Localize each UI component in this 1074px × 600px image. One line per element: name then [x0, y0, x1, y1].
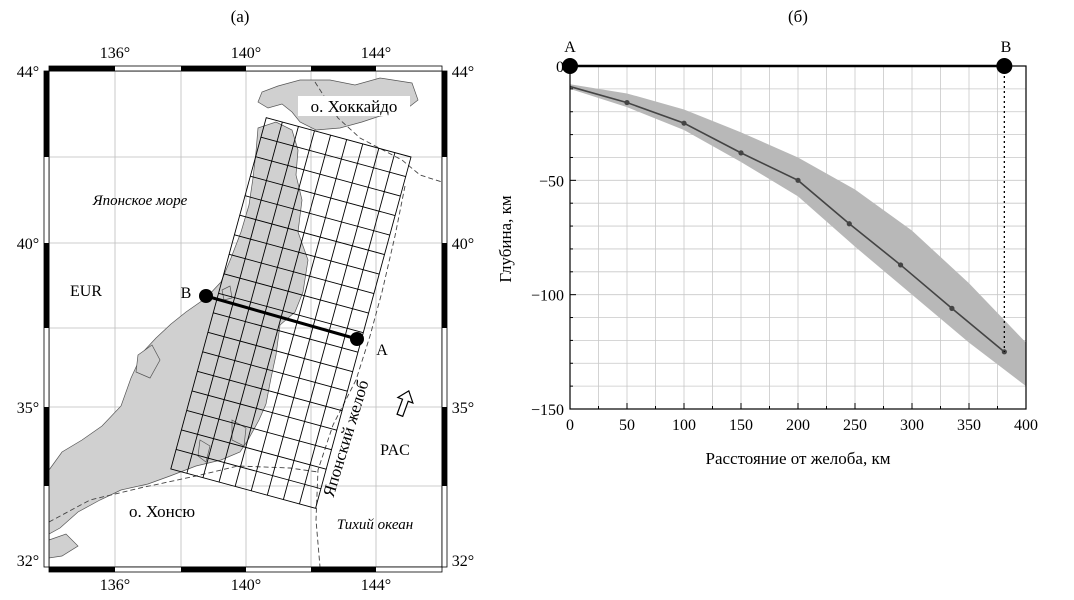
- lon-tick-bottom-136: 136°: [100, 577, 130, 594]
- profile-point-a-label: A: [564, 39, 576, 56]
- lat-tick-left-44: 44°: [17, 64, 39, 81]
- depth-chart: 0 50 100 150 200 250 300 350 400 0 −50 −100 −150: [531, 58, 1038, 434]
- x-tick-label: 200: [786, 417, 810, 434]
- fault-grid-row: [218, 292, 364, 334]
- fault-grid-row: [202, 351, 348, 392]
- point-a-label: A: [376, 342, 388, 359]
- hokkaido-label-bg: [298, 96, 410, 116]
- fault-grid-row: [191, 390, 337, 431]
- x-tick-label: 400: [1014, 417, 1038, 434]
- lon-tick-top-136: 136°: [100, 45, 130, 62]
- x-tick-label: 50: [619, 417, 635, 434]
- section-line: [205, 294, 358, 341]
- x-axis-label: Расстояние от желоба, км: [706, 449, 891, 468]
- fault-grid: [170, 117, 412, 509]
- pacific-ocean-label: Тихий океан: [337, 517, 413, 533]
- x-tick-label: 100: [672, 417, 696, 434]
- lon-tick-top-140: 140°: [231, 45, 261, 62]
- noto-peninsula: [135, 344, 161, 379]
- point-b-marker: [199, 289, 213, 303]
- fault-grid-row: [260, 136, 406, 177]
- pac-label: PAC: [380, 442, 410, 459]
- depth-series: [569, 85, 1007, 355]
- point-a-marker: [350, 332, 364, 346]
- fault-grid-row: [223, 273, 369, 314]
- lat-tick-right-32: 32°: [452, 553, 474, 570]
- lat-tick-left-35: 35°: [17, 400, 39, 417]
- lat-tick-left-40: 40°: [17, 236, 39, 253]
- lat-tick-left-32: 32°: [17, 553, 39, 570]
- y-tick-label: −100: [531, 288, 564, 305]
- profile-point-b-marker: [996, 58, 1013, 74]
- lon-tick-top-144: 144°: [361, 45, 391, 62]
- point-b-label: B: [181, 285, 192, 302]
- y-tick-label: 0: [556, 59, 564, 76]
- depth-point: [949, 305, 955, 311]
- fault-grid-row: [213, 312, 359, 353]
- fault-grid-row: [181, 429, 327, 470]
- fault-grid-row: [250, 175, 396, 216]
- section-line-profile: [562, 58, 1013, 352]
- y-tick-label: −150: [531, 402, 564, 419]
- depth-point: [624, 99, 630, 106]
- chart-axes: 0 50 100 150 200 250 300 350 400 0 −50 −100 −150: [531, 59, 1038, 434]
- fault-grid-row: [197, 370, 343, 412]
- plate-motion-arrow: [396, 389, 414, 418]
- eur-label: EUR: [70, 283, 102, 300]
- depth-point: [898, 262, 904, 268]
- lat-tick-right-44: 44°: [452, 64, 474, 81]
- profile-point-b-label: B: [1001, 39, 1012, 56]
- depth-point: [846, 221, 852, 227]
- lat-tick-right-35: 35°: [452, 400, 474, 417]
- y-tick-label: −50: [539, 173, 564, 190]
- lon-tick-bottom-144: 144°: [361, 577, 391, 594]
- fault-grid-row: [175, 448, 321, 490]
- lon-tick-bottom-140: 140°: [231, 577, 261, 594]
- fault-grid-row: [255, 156, 401, 197]
- profile-point-a-marker: [562, 58, 578, 74]
- fault-grid-row: [244, 195, 390, 236]
- fault-grid-row: [186, 409, 332, 451]
- honshu-label: о. Хонсю: [129, 502, 195, 521]
- x-tick-label: 150: [729, 417, 753, 434]
- hokkaido-label: о. Хоккайдо: [311, 97, 398, 116]
- lat-tick-right-40: 40°: [452, 236, 474, 253]
- fault-grid-row: [207, 331, 353, 373]
- depth-point: [738, 150, 744, 156]
- japan-sea-label: Японское море: [92, 193, 188, 209]
- map-border: [43, 65, 448, 573]
- chart-grid: [569, 65, 1027, 410]
- y-axis-label: Глубина, км: [496, 195, 515, 282]
- x-tick-label: 350: [957, 417, 981, 434]
- fault-grid-row: [234, 234, 380, 275]
- depth-point: [681, 120, 687, 126]
- profile-panel: (б) 0 50 100 150 200 250 300 350 400 0 −50 −100 −150…: [496, 7, 1038, 468]
- x-tick-label: 0: [566, 417, 574, 434]
- fault-grid-row: [239, 214, 385, 256]
- panel-b-label: (б): [788, 7, 808, 26]
- depth-point: [795, 177, 801, 183]
- map-panel: (а): [17, 7, 474, 594]
- panel-a-label: (а): [231, 7, 250, 26]
- x-tick-label: 300: [900, 417, 924, 434]
- x-tick-label: 250: [843, 417, 867, 434]
- fault-grid-row: [229, 253, 375, 295]
